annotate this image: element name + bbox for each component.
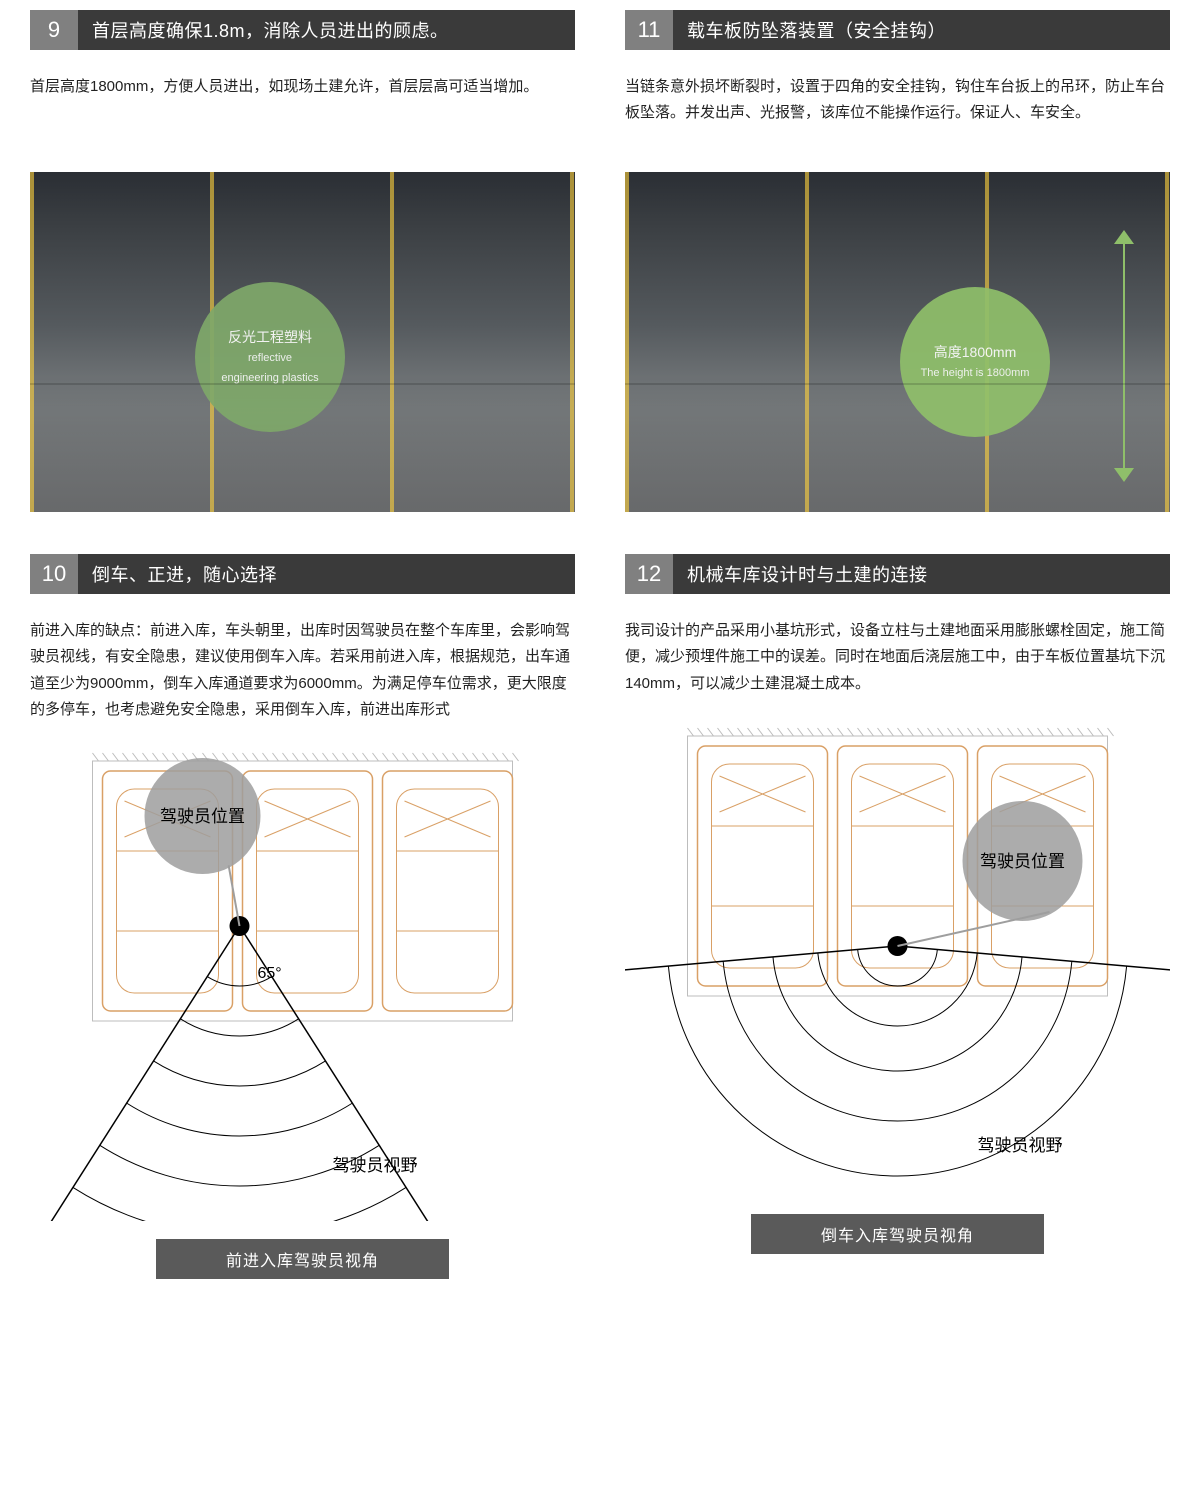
section-9-bubble: 反光工程塑料 reflective engineering plastics bbox=[195, 282, 345, 432]
section-9-bubble-en1: reflective bbox=[248, 351, 292, 366]
section-10-caption: 前进入库驾驶员视角 bbox=[156, 1239, 449, 1279]
section-10-title: 倒车、正进，随心选择 bbox=[78, 554, 575, 594]
section-9-bubble-cn: 反光工程塑料 bbox=[228, 328, 312, 348]
section-12-diagram-wrap: 驾驶员位置驾驶员视野 倒车入库驾驶员视角 bbox=[625, 716, 1170, 1254]
section-12-caption: 倒车入库驾驶员视角 bbox=[751, 1214, 1044, 1254]
svg-text:驾驶员位置: 驾驶员位置 bbox=[980, 852, 1065, 871]
svg-text:驾驶员视野: 驾驶员视野 bbox=[978, 1136, 1063, 1155]
section-12-desc: 我司设计的产品采用小基坑形式，设备立柱与土建地面采用膨胀螺栓固定，施工简便，减少… bbox=[625, 618, 1170, 698]
section-11-number: 11 bbox=[625, 10, 673, 50]
svg-text:驾驶员视野: 驾驶员视野 bbox=[333, 1156, 418, 1175]
section-11-bubble: 高度1800mm The height is 1800mm bbox=[900, 287, 1050, 437]
section-10: 10 倒车、正进，随心选择 前进入库的缺点：前进入库，车头朝里，出库时因驾驶员在… bbox=[30, 554, 575, 1279]
section-11-photo: 高度1800mm The height is 1800mm bbox=[625, 172, 1170, 512]
svg-text:驾驶员位置: 驾驶员位置 bbox=[160, 807, 245, 826]
section-10-number: 10 bbox=[30, 554, 78, 594]
height-arrow-icon bbox=[1112, 230, 1136, 482]
section-10-title-bar: 10 倒车、正进，随心选择 bbox=[30, 554, 575, 594]
section-11-title-bar: 11 载车板防坠落装置（安全挂钩） bbox=[625, 10, 1170, 50]
section-9-number: 9 bbox=[30, 10, 78, 50]
section-10-diagram-wrap: 65° 驾驶员位置驾驶员视野 前进入库驾驶员视角 bbox=[30, 741, 575, 1279]
section-9-bubble-en2: engineering plastics bbox=[221, 371, 318, 386]
section-11-bubble-cn: 高度1800mm bbox=[934, 343, 1016, 363]
section-9-title-bar: 9 首层高度确保1.8m，消除人员进出的顾虑。 bbox=[30, 10, 575, 50]
section-12-diagram: 驾驶员位置驾驶员视野 bbox=[625, 716, 1170, 1196]
section-9-title: 首层高度确保1.8m，消除人员进出的顾虑。 bbox=[78, 10, 575, 50]
section-9-desc: 首层高度1800mm，方便人员进出，如现场土建允许，首层层高可适当增加。 bbox=[30, 74, 575, 154]
section-10-desc: 前进入库的缺点：前进入库，车头朝里，出库时因驾驶员在整个车库里，会影响驾驶员视线… bbox=[30, 618, 575, 723]
section-10-diagram: 65° 驾驶员位置驾驶员视野 bbox=[30, 741, 575, 1221]
section-12-number: 12 bbox=[625, 554, 673, 594]
section-11-desc: 当链条意外损坏断裂时，设置于四角的安全挂钩，钩住车台扳上的吊环，防止车台板坠落。… bbox=[625, 74, 1170, 154]
section-11-title: 载车板防坠落装置（安全挂钩） bbox=[673, 10, 1170, 50]
svg-text:65°: 65° bbox=[258, 965, 282, 982]
section-9-photo: 反光工程塑料 reflective engineering plastics bbox=[30, 172, 575, 512]
section-12-title: 机械车库设计时与土建的连接 bbox=[673, 554, 1170, 594]
section-9: 9 首层高度确保1.8m，消除人员进出的顾虑。 首层高度1800mm，方便人员进… bbox=[30, 10, 575, 512]
section-12: 12 机械车库设计时与土建的连接 我司设计的产品采用小基坑形式，设备立柱与土建地… bbox=[625, 554, 1170, 1279]
section-12-title-bar: 12 机械车库设计时与土建的连接 bbox=[625, 554, 1170, 594]
section-11-bubble-en: The height is 1800mm bbox=[921, 366, 1030, 381]
section-11: 11 载车板防坠落装置（安全挂钩） 当链条意外损坏断裂时，设置于四角的安全挂钩，… bbox=[625, 10, 1170, 512]
